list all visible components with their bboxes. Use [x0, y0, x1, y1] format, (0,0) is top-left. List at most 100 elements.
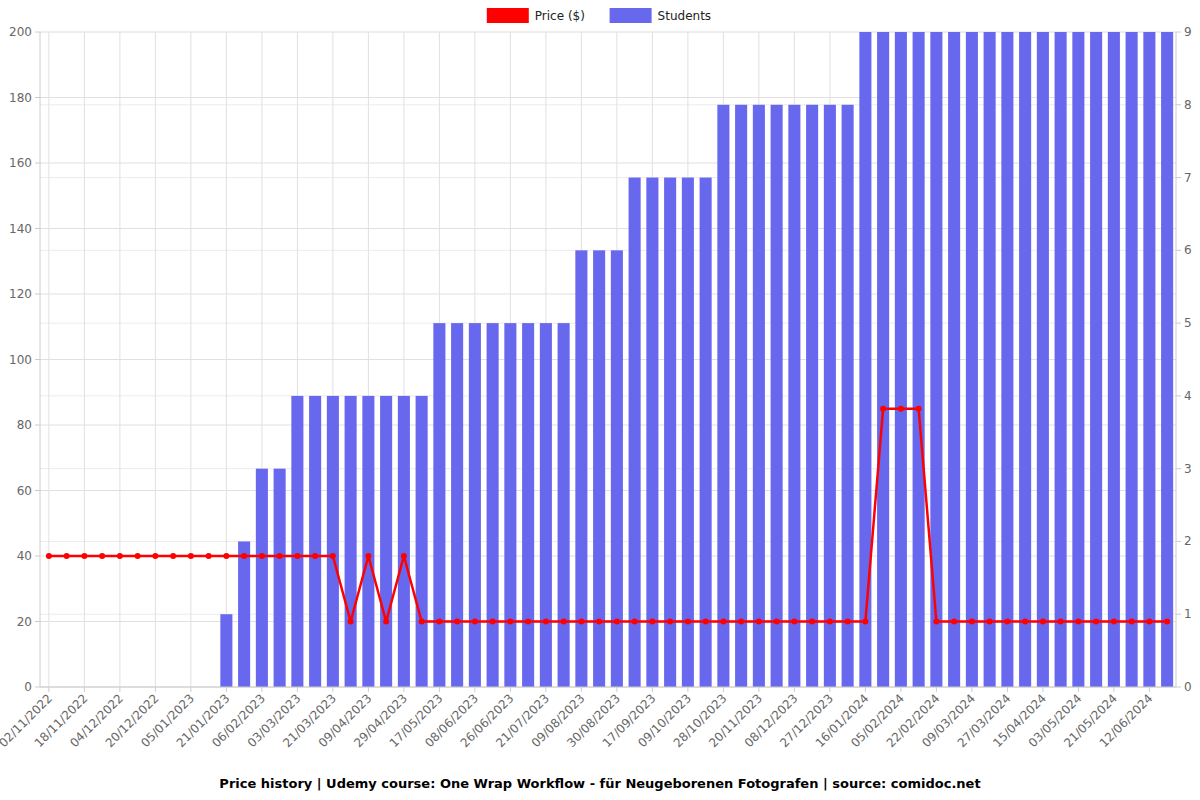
marker	[1111, 619, 1117, 625]
axes: 020406080100120140160180200012345678902/…	[0, 25, 1192, 750]
marker	[1004, 619, 1010, 625]
grid-line	[119, 32, 120, 687]
marker	[933, 619, 939, 625]
tick	[332, 687, 333, 692]
title: Price history | Udemy course: One Wrap W…	[219, 776, 980, 791]
marker	[1040, 619, 1046, 625]
bar	[859, 32, 871, 687]
grid-line	[190, 32, 191, 687]
marker	[81, 553, 87, 559]
marker	[1146, 619, 1152, 625]
bar	[735, 105, 747, 687]
tick	[35, 490, 40, 491]
bar	[274, 469, 286, 687]
bar	[256, 469, 268, 687]
bar	[291, 396, 303, 687]
bar	[362, 396, 374, 687]
tick	[723, 687, 724, 692]
marker	[649, 619, 655, 625]
tick	[1078, 687, 1079, 692]
marker	[862, 619, 868, 625]
bar	[788, 105, 800, 687]
bar	[1126, 32, 1138, 687]
bar	[327, 396, 339, 687]
tick	[1176, 614, 1181, 615]
marker	[791, 619, 797, 625]
bar	[1108, 32, 1120, 687]
legend-label: Price ($)	[535, 9, 585, 23]
bar	[629, 178, 641, 687]
grid	[40, 32, 1176, 687]
bar	[1090, 32, 1102, 687]
bar	[1055, 32, 1067, 687]
marker	[951, 619, 957, 625]
tick-label: 20	[17, 615, 32, 629]
bar	[717, 105, 729, 687]
tick	[1113, 687, 1114, 692]
marker	[809, 619, 815, 625]
marker	[241, 553, 247, 559]
tick-label: 5	[1184, 316, 1192, 330]
marker	[525, 619, 531, 625]
grid-line	[40, 687, 1176, 688]
marker	[383, 619, 389, 625]
tick	[474, 687, 475, 692]
tick-label: 9	[1184, 25, 1192, 39]
plot-area	[46, 32, 1173, 687]
tick	[368, 687, 369, 692]
tick-label: 0	[1184, 680, 1192, 694]
marker	[756, 619, 762, 625]
tick	[403, 687, 404, 692]
marker	[1058, 619, 1064, 625]
bar	[753, 105, 765, 687]
bar	[469, 323, 481, 687]
marker	[632, 619, 638, 625]
marker	[845, 619, 851, 625]
tick	[794, 687, 795, 692]
tick	[35, 359, 40, 360]
tick	[1176, 177, 1181, 178]
tick	[1176, 250, 1181, 251]
marker	[1075, 619, 1081, 625]
bar	[842, 105, 854, 687]
tick	[155, 687, 156, 692]
tick	[35, 97, 40, 98]
bar	[238, 541, 250, 687]
bar	[984, 32, 996, 687]
legend-label: Students	[658, 9, 712, 23]
tick-label: 7	[1184, 171, 1192, 185]
tick	[119, 687, 120, 692]
bar	[220, 614, 232, 687]
bar	[487, 323, 499, 687]
legend: Price ($) Students	[487, 8, 711, 23]
bar	[948, 32, 960, 687]
axis-line	[1176, 32, 1177, 687]
marker	[365, 553, 371, 559]
tick	[48, 687, 49, 692]
marker	[1129, 619, 1135, 625]
marker	[969, 619, 975, 625]
bar	[504, 323, 516, 687]
bar	[771, 105, 783, 687]
marker	[916, 406, 922, 412]
marker	[436, 619, 442, 625]
bar	[540, 323, 552, 687]
tick-label: 140	[9, 222, 32, 236]
tick-label: 8	[1184, 98, 1192, 112]
tick-label: 160	[9, 156, 32, 170]
tick	[226, 687, 227, 692]
tick	[35, 425, 40, 426]
marker	[667, 619, 673, 625]
grid-line	[48, 32, 49, 687]
marker	[720, 619, 726, 625]
tick	[687, 687, 688, 692]
marker	[1164, 619, 1170, 625]
tick	[1176, 395, 1181, 396]
tick	[35, 294, 40, 295]
bar	[433, 323, 445, 687]
marker	[188, 553, 194, 559]
marker	[614, 619, 620, 625]
bar	[1019, 32, 1031, 687]
marker	[348, 619, 354, 625]
marker	[223, 553, 229, 559]
